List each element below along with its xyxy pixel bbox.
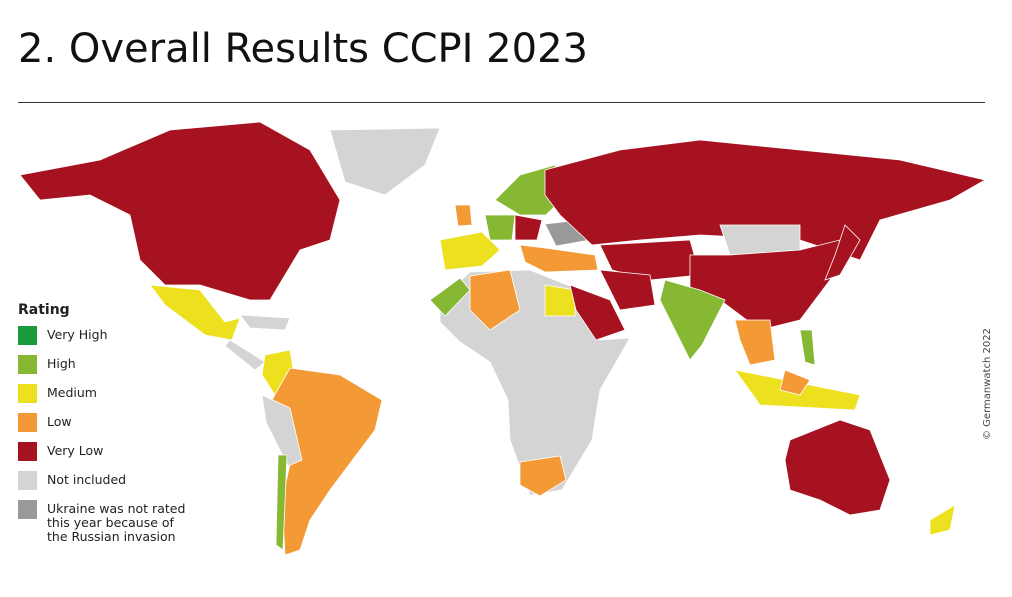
legend-swatch — [18, 500, 37, 519]
legend-item: Ukraine was not rated this year because … — [18, 500, 197, 544]
legend-item: Not included — [18, 471, 197, 490]
legend-item: Very High — [18, 326, 197, 345]
country-region — [239, 314, 291, 331]
legend-item: High — [18, 355, 197, 374]
country-region — [779, 369, 811, 396]
country-region — [734, 319, 776, 366]
country-region — [519, 455, 567, 497]
credit: © Germanwatch 2022 — [982, 328, 993, 440]
country-region — [329, 127, 441, 196]
legend-swatch — [18, 326, 37, 345]
country-region — [224, 339, 266, 371]
title: 2. Overall Results CCPI 2023 — [18, 26, 588, 72]
country-region — [929, 504, 956, 536]
country-region — [784, 419, 891, 516]
legend-swatch — [18, 384, 37, 403]
country-region — [275, 454, 288, 551]
legend-swatch — [18, 413, 37, 432]
country-region — [599, 269, 656, 311]
legend-swatch — [18, 471, 37, 490]
legend-swatch — [18, 442, 37, 461]
country-region — [569, 284, 626, 341]
legend-swatch — [18, 355, 37, 374]
legend-item: Medium — [18, 384, 197, 403]
country-region — [261, 394, 303, 467]
legend-title: Rating — [18, 302, 70, 318]
country-region — [799, 329, 816, 366]
legend-label: Low — [47, 414, 72, 429]
legend-label: Not included — [47, 472, 127, 487]
country-region — [469, 269, 521, 331]
legend-item: Low — [18, 413, 197, 432]
country-region — [19, 121, 341, 301]
legend-item: Very Low — [18, 442, 197, 461]
country-region — [519, 244, 599, 273]
divider — [18, 102, 985, 103]
country-region — [439, 231, 501, 271]
country-region — [454, 204, 473, 227]
country-region — [149, 284, 241, 341]
legend-label: High — [47, 356, 76, 371]
country-region — [514, 214, 543, 241]
legend-label: Medium — [47, 385, 97, 400]
legend-label: Very Low — [47, 443, 104, 458]
country-region — [544, 139, 987, 261]
country-region — [599, 239, 701, 281]
country-region — [824, 224, 861, 281]
country-region — [544, 284, 576, 317]
legend: Rating Very High High Medium Low Very Low Not… — [18, 302, 197, 554]
legend-label: Very High — [47, 327, 108, 342]
country-region — [659, 279, 726, 361]
legend-label: Ukraine was not rated this year because … — [47, 501, 186, 544]
country-region — [484, 214, 516, 241]
